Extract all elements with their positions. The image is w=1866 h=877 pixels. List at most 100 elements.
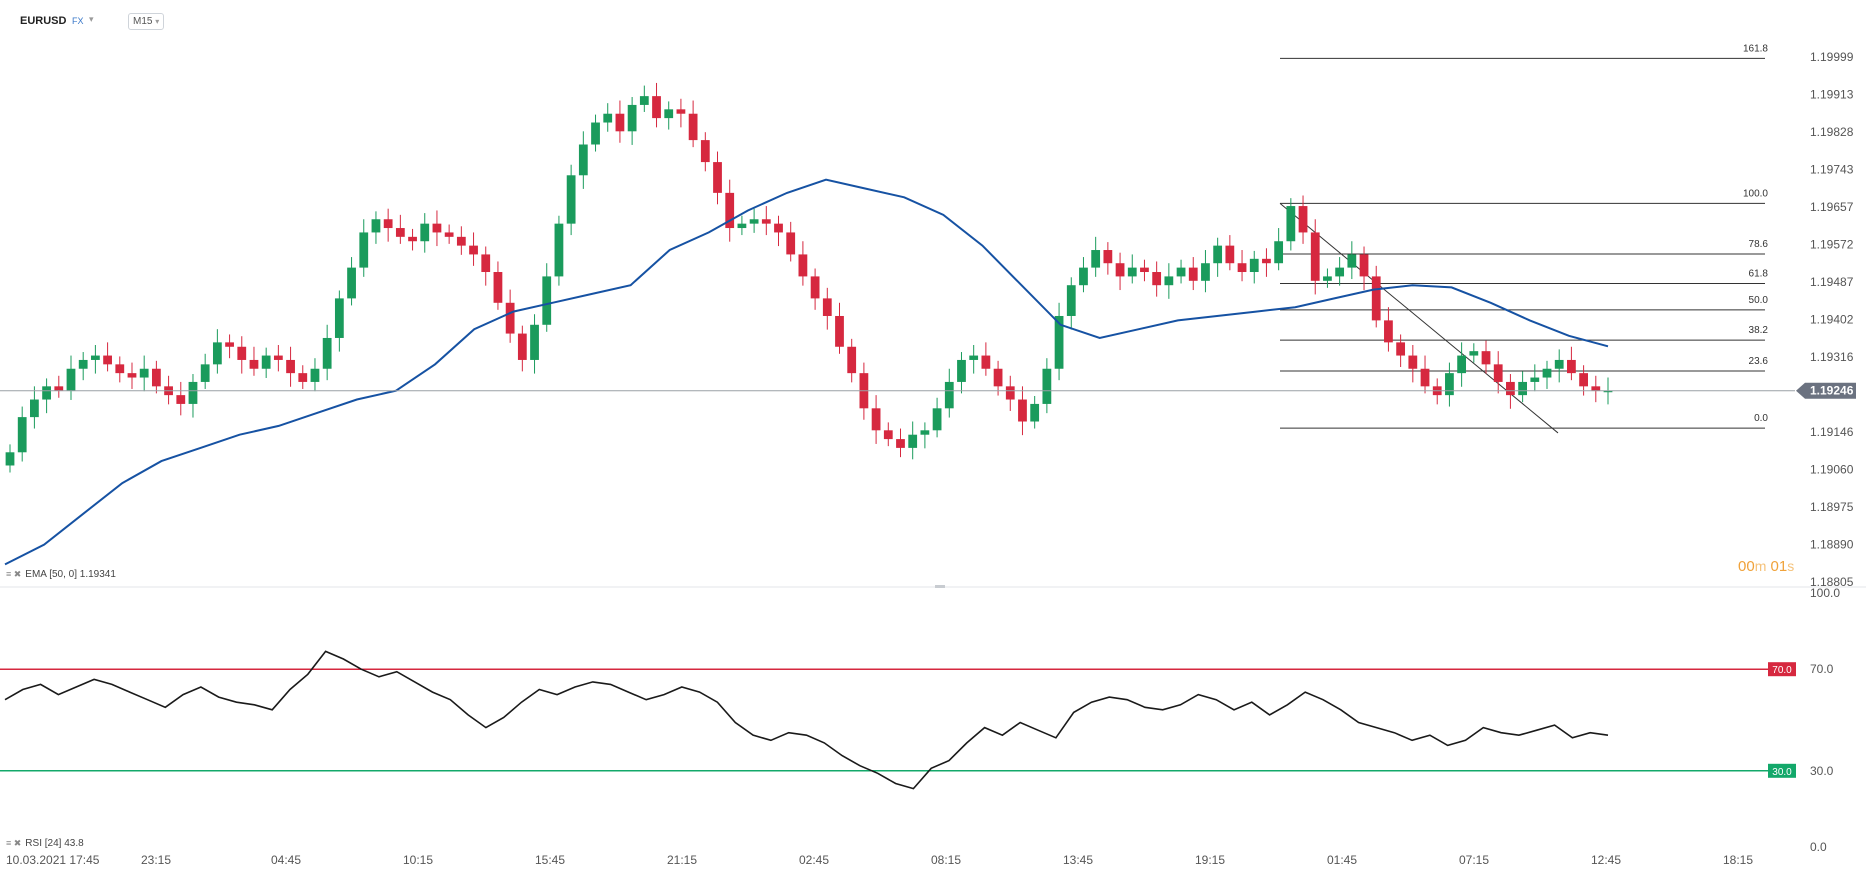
candle [920,422,930,449]
candle [1371,265,1381,328]
candle-body [1335,267,1345,277]
fib-level-label: 0.0 [1754,413,1768,424]
price-tick-label: 1.19913 [1810,88,1854,102]
candle [90,345,100,374]
candle-body [908,434,918,448]
candle [188,374,198,418]
candle [944,368,954,418]
candle-body [554,223,564,277]
candle [1115,252,1125,291]
price-badge-box [1796,382,1856,399]
candle [1359,246,1369,291]
candle [1213,237,1223,277]
candle [1091,236,1101,277]
candle-body [481,254,491,273]
candle-body [1359,254,1369,277]
candle [1042,358,1052,414]
candle-body [822,298,832,316]
chevron-down-icon[interactable]: ▾ [89,14,94,24]
candle-body [871,408,881,431]
candle-body [1591,386,1601,391]
candle-body [1201,263,1210,281]
candle [1481,340,1491,374]
candle [542,263,552,332]
fib-anchor-line [1279,203,1559,434]
candle-body [115,364,125,374]
candle-body [664,109,674,119]
indicator-settings-icon[interactable]: ≡ ✖ [6,569,22,579]
candle-body [395,228,405,237]
candle [1298,195,1308,244]
timeframe-select[interactable]: M15 ▾ [128,13,165,30]
candle-body [249,359,259,369]
time-tick-label: 04:45 [271,853,301,867]
candle [1274,228,1284,271]
rsi-overbought-badge [1768,662,1796,677]
trend-lines [1279,203,1559,434]
candle-body [1384,320,1393,343]
time-tick-label: 07:15 [1459,853,1489,867]
price-tick-label: 1.19999 [1810,50,1854,64]
candle [1310,219,1320,295]
candle-body [1579,373,1588,387]
candle-body [591,122,600,145]
candle [530,314,539,374]
candle [395,214,405,244]
candle [639,85,649,112]
symbol-label[interactable]: EURUSD [20,15,67,27]
rsi-indicator-label[interactable]: ≡ ✖ RSI [24] 43.8 [6,838,84,849]
candle-body [1213,245,1223,264]
ema-indicator-text: EMA [50, 0] 1.19341 [25,569,116,580]
candle-body [347,267,356,299]
candle [1469,343,1479,363]
time-tick-label: 18:15 [1723,853,1753,867]
candle-body [371,219,381,233]
candle-body [835,315,844,347]
candle [822,287,832,330]
candle [566,164,576,236]
candle-body [237,346,247,360]
candle-body [1286,206,1296,242]
candle-body [298,373,308,382]
candle-body [1530,377,1540,382]
candle-body [969,355,979,360]
price-tick-label: 1.18890 [1810,538,1854,552]
candle [1249,250,1259,284]
candle-body [786,232,796,255]
candle-body [5,452,15,466]
candle [420,213,430,253]
candle [334,290,344,352]
candle [908,421,918,460]
candle-body [627,104,637,132]
candle-body [286,359,295,374]
fib-level-label: 23.6 [1749,356,1769,367]
rsi-tick-label: 30.0 [1810,764,1834,778]
candle-body [127,373,137,378]
candle-body [1164,276,1174,286]
indicator-settings-icon[interactable]: ≡ ✖ [6,838,22,848]
candle-body [1237,263,1247,273]
candle-body [54,386,64,391]
candle [835,302,844,354]
candle-body [1018,399,1027,422]
candle [896,428,905,458]
candle [1262,248,1271,277]
ema-indicator-label[interactable]: ≡ ✖ EMA [50, 0] 1.19341 [6,569,116,580]
candle-body [383,219,393,229]
candle [469,232,478,266]
market-label[interactable]: FX [72,16,84,26]
candle [115,356,125,383]
candle [1079,257,1088,293]
candle-body [944,381,954,409]
rsi-line [4,650,1609,790]
candle [1457,342,1467,387]
candle-body [1115,263,1125,277]
candle-body [603,113,613,123]
candle [688,100,698,148]
candle [725,179,735,242]
candle-body [957,359,966,382]
candle-body [1567,359,1576,374]
candle-body [359,232,369,268]
candle-body [566,175,576,224]
